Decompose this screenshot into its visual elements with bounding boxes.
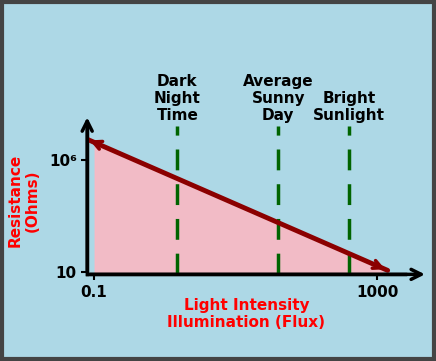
Text: Average
Sunny
Day: Average Sunny Day	[243, 74, 313, 123]
Text: Bright
Sunlight: Bright Sunlight	[313, 91, 385, 123]
Text: Resistance
(Ohms): Resistance (Ohms)	[7, 154, 40, 247]
Text: Dark
Night
Time: Dark Night Time	[154, 74, 201, 123]
Text: Light Intensity
Illumination (Flux): Light Intensity Illumination (Flux)	[167, 298, 325, 330]
